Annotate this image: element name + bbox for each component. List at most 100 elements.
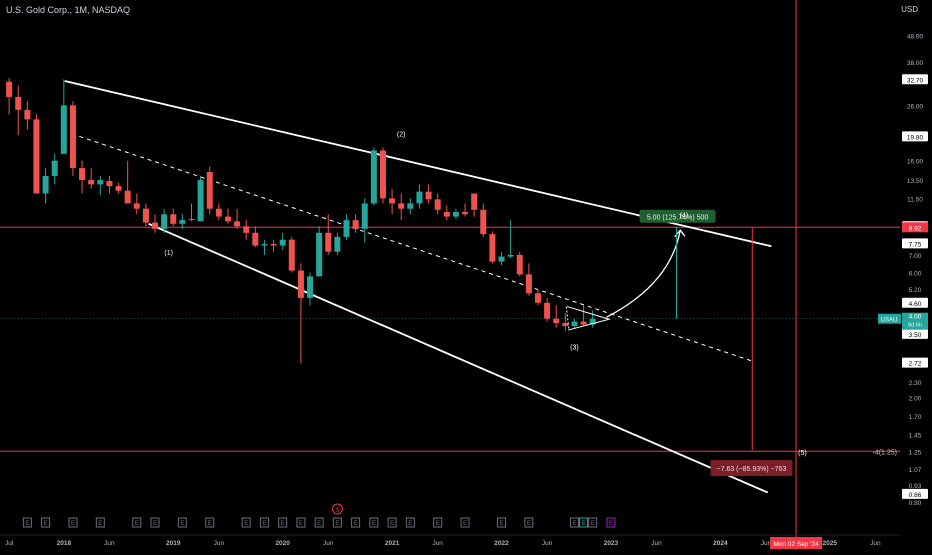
price-tick-label: 1.25 [909,449,922,456]
price-tick-box [902,131,928,142]
earnings-marker [433,517,443,528]
time-tick-label: 2023 [604,540,619,547]
earnings-marker-label: E [408,521,412,527]
price-tick-label: 3.50 [909,332,922,339]
earnings-marker-label: E [390,521,394,527]
time-tick-label: Jul [5,540,14,547]
candle-body [425,191,432,200]
earnings-marker-label: E [44,521,48,527]
currency-label: USD [901,5,918,14]
earnings-marker [314,517,324,528]
price-tick-label: 7.75 [909,241,922,248]
price-tick-label: 5.20 [909,287,922,294]
measure-up-label: 5.00 (125.74%) 500 [647,215,709,222]
price-tick-label: 2.00 [909,396,922,403]
candle-body [471,193,478,210]
candle-body [334,236,341,252]
candle-body [434,199,441,210]
earnings-marker [524,517,534,528]
candle-body [343,220,350,237]
candle-body [51,160,58,176]
candle-body [316,232,323,277]
candle-body [525,274,532,294]
candle-body [106,180,113,187]
time-tick-label: Jun [761,540,772,547]
time-tick-label: 2024 [713,540,728,547]
candle-body [571,321,578,327]
symbol-box [878,313,901,324]
earnings-marker-label: E [591,521,595,527]
earnings-marker [606,517,616,528]
earnings-marker [68,517,78,528]
earnings-marker [588,517,598,528]
earnings-marker-label: E [317,521,321,527]
earnings-marker-label: E [582,521,586,527]
earnings-marker-label: E [135,521,139,527]
price-tick-label: 1.45 [909,432,922,439]
candle-body [279,239,286,246]
wave-label: (3) [570,345,579,352]
earnings-marker [41,517,51,528]
candle-body [589,318,596,325]
time-tick-label: 2022 [494,540,509,547]
price-tick-label: 13.50 [907,178,924,185]
time-tick-label: Jun [542,540,553,547]
wave-label: (5) [798,450,807,457]
last-price-label: 4.00 [909,314,922,321]
channel-mid-line [79,135,754,362]
split-marker-label: S [335,508,339,514]
earnings-marker-label: E [372,521,376,527]
time-tick-label: Jun [104,540,115,547]
earnings-marker-label: E [281,521,285,527]
time-tick-label: Jun [870,540,881,547]
candle-body [152,222,159,229]
earnings-marker [351,517,361,528]
candle-body [6,81,13,97]
wave-label: (1) [164,250,173,257]
earnings-marker [278,517,288,528]
candle-body [215,208,222,217]
time-tick-label: Jun [432,540,443,547]
earnings-marker-label: E [299,521,303,527]
candle-body [398,203,405,209]
candle-body [325,232,332,252]
earnings-marker [22,517,32,528]
candle-body [416,191,423,204]
red-price-box [902,222,928,233]
countdown-label: 8d 6h [908,323,922,329]
candle-body [297,270,304,298]
candle-body [544,302,551,319]
price-tick-label: 16.00 [907,159,924,166]
earnings-marker [369,517,379,528]
price-tick-label: 1.70 [909,414,922,421]
measure-up-box [639,209,716,223]
price-tick-label: 26.00 [907,103,924,110]
candle-body [79,168,86,181]
price-tick-box [902,328,928,339]
candle-body [443,212,450,217]
earnings-marker [205,517,215,528]
last-price-box [902,312,928,330]
price-tick-label: 7.00 [909,253,922,260]
earnings-marker [497,517,507,528]
price-tick-label: 2.30 [909,380,922,387]
time-tick-label: 2018 [57,540,72,547]
split-marker [331,503,343,515]
candle-body [252,232,259,246]
candle-body [379,150,386,199]
candle-body [389,198,396,204]
earnings-marker-label: E [180,521,184,527]
time-tick-label: Jun [214,540,225,547]
price-tick-label: 38.00 [907,60,924,67]
red-price-label: 8.92 [909,225,922,232]
earnings-marker [405,517,415,528]
price-tick-label: 6.00 [909,270,922,277]
date-box [770,537,823,549]
candle-body [243,226,250,233]
earnings-marker-label: E [354,521,358,527]
candle-body [197,180,204,222]
candle-body [97,180,104,185]
earnings-marker [460,517,470,528]
